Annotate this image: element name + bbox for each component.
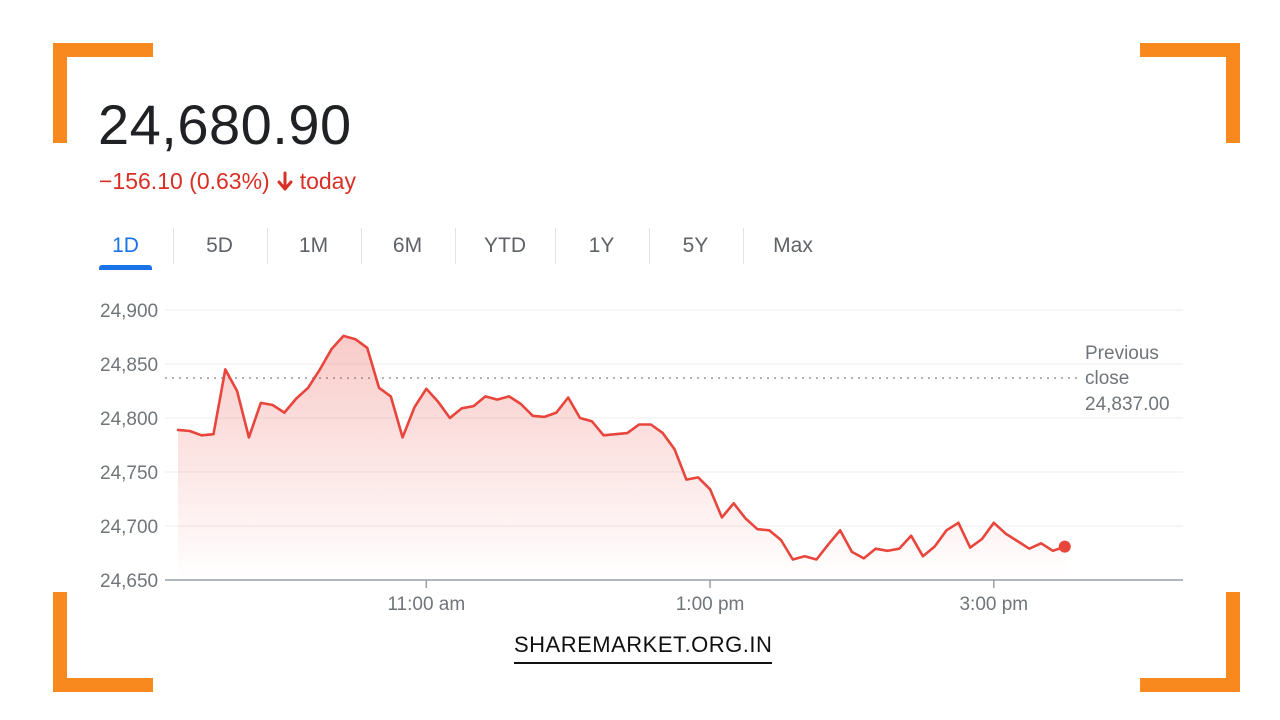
tab-separator xyxy=(649,228,650,264)
tab-5y[interactable]: 5Y xyxy=(682,234,709,257)
y-tick-label: 24,650 xyxy=(100,571,158,592)
tab-6m[interactable]: 6M xyxy=(392,234,423,257)
change-period: today xyxy=(299,168,356,194)
frame-corner-top-right xyxy=(1140,43,1240,143)
current-price-marker xyxy=(1058,540,1071,553)
tab-separator xyxy=(555,228,556,264)
x-tick-label: 11:00 am xyxy=(387,594,465,615)
y-tick-label: 24,750 xyxy=(100,463,158,484)
frame-corner-bottom-right xyxy=(1140,592,1240,692)
previous-close-label-line2: close xyxy=(1085,368,1129,389)
y-axis-ticks: 24,900 24,850 24,800 24,750 24,700 24,650 xyxy=(100,301,158,592)
arrow-down-icon xyxy=(277,171,293,190)
previous-close-value: 24,837.00 xyxy=(1085,394,1170,415)
tab-separator xyxy=(455,228,456,264)
price-change: −156.10 (0.63%) today xyxy=(99,168,356,195)
site-watermark: SHAREMARKET.ORG.IN xyxy=(514,632,773,664)
x-axis-ticks: 11:00 am 1:00 pm 3:00 pm xyxy=(387,580,1028,615)
tab-ytd[interactable]: YTD xyxy=(484,234,526,257)
x-tick-label: 3:00 pm xyxy=(959,594,1028,615)
x-tick-label: 1:00 pm xyxy=(676,594,745,615)
price-area-fill xyxy=(178,335,1065,580)
y-tick-label: 24,800 xyxy=(100,409,158,430)
y-tick-label: 24,700 xyxy=(100,517,158,538)
tab-separator xyxy=(173,228,174,264)
y-tick-label: 24,850 xyxy=(100,355,158,376)
tab-separator xyxy=(361,228,362,264)
change-value: −156.10 (0.63%) xyxy=(99,168,270,194)
tab-5d[interactable]: 5D xyxy=(206,234,233,257)
previous-close-label: Previous close 24,837.00 xyxy=(1085,343,1170,415)
active-tab-indicator xyxy=(99,265,152,270)
previous-close-label-line1: Previous xyxy=(1085,343,1159,364)
current-price: 24,680.90 xyxy=(98,93,352,156)
frame-corner-top-left xyxy=(53,43,153,143)
tab-separator xyxy=(267,228,268,264)
tab-separator xyxy=(743,228,744,264)
tab-1m[interactable]: 1M xyxy=(298,234,329,257)
tab-max[interactable]: Max xyxy=(773,234,813,257)
frame-corner-bottom-left xyxy=(53,592,153,692)
y-tick-label: 24,900 xyxy=(100,301,158,322)
price-line xyxy=(176,334,1067,561)
tab-1y[interactable]: 1Y xyxy=(588,234,615,257)
tab-1d[interactable]: 1D xyxy=(112,234,139,257)
